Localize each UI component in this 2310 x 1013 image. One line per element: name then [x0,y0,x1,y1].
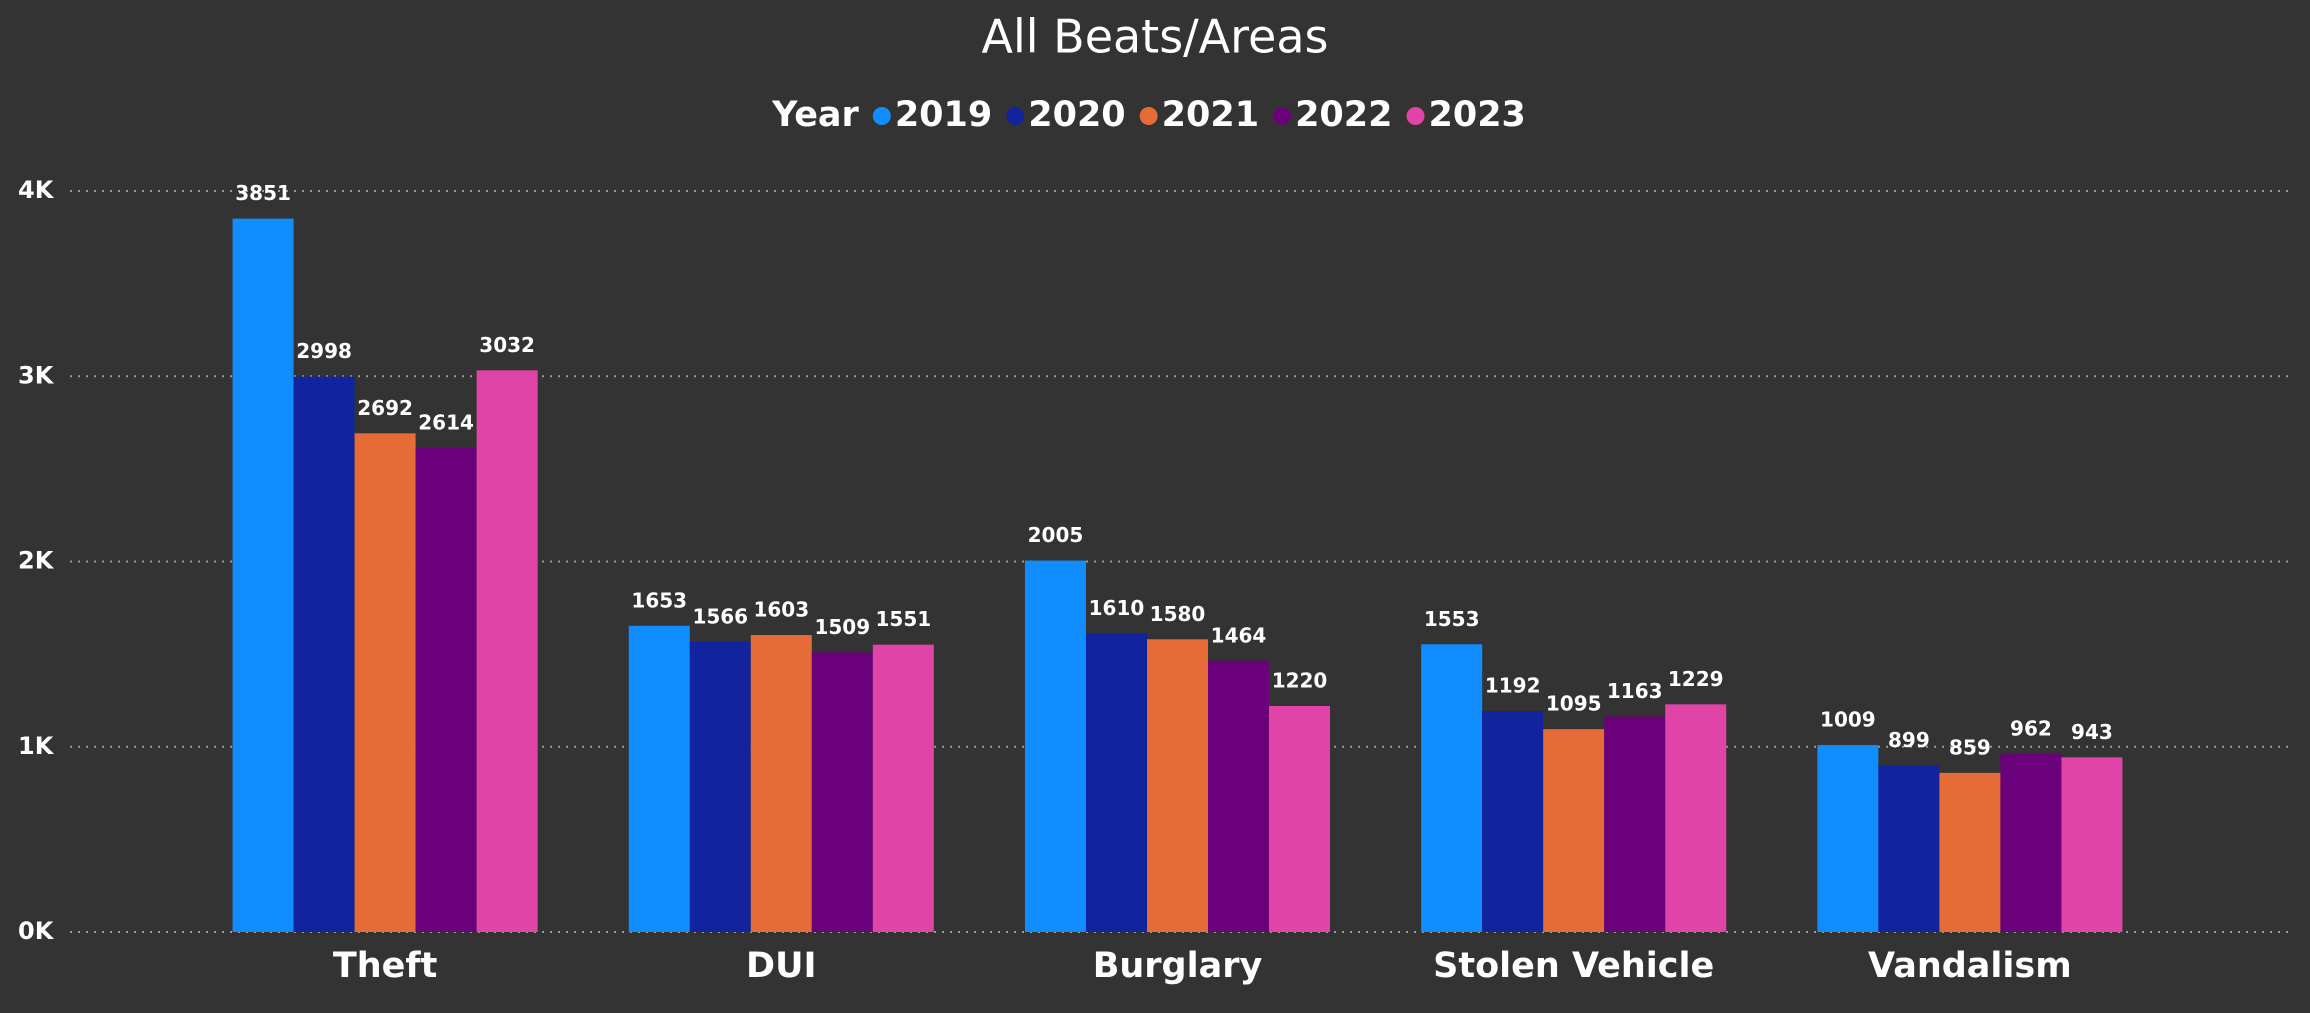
x-tick-label: Stolen Vehicle [1433,946,1714,986]
bar [1208,660,1270,932]
bar [2000,753,2062,932]
data-label: 962 [2010,716,2052,740]
bar [1421,644,1483,932]
bar [1024,560,1086,932]
legend-label: 2019 [895,95,992,135]
bar [1269,705,1331,932]
data-label: 1009 [1820,708,1876,732]
bar [354,433,416,932]
data-label: 1603 [753,598,809,622]
bar [1878,765,1940,932]
data-label: 1509 [814,615,870,639]
bar [750,635,812,932]
y-tick-label: 4K [18,176,55,204]
bar [2061,757,2123,932]
y-tick-label: 3K [18,361,55,389]
bar [293,376,355,933]
data-label: 1553 [1424,607,1480,631]
data-label: 1220 [1272,668,1328,692]
data-label: 1566 [692,604,748,628]
bar [1604,716,1666,932]
legend-label: 2023 [1429,95,1526,135]
legend-marker [872,107,891,125]
data-label: 2614 [418,410,474,434]
legend-marker [1406,107,1425,125]
legend-marker [1273,107,1292,125]
data-label: 1095 [1546,692,1602,716]
bar [1146,639,1209,932]
bar [1085,633,1147,932]
legend-marker [1006,107,1025,125]
y-tick-label: 1K [18,732,55,760]
data-label: 1229 [1668,667,1724,691]
data-label: 2998 [296,339,352,363]
data-label: 943 [2071,720,2113,744]
bar [415,447,477,932]
data-label: 2005 [1028,523,1084,547]
x-tick-label: DUI [746,946,817,986]
data-label: 1551 [875,607,931,631]
bar [1543,729,1605,932]
legend-label: 2020 [1028,95,1125,135]
data-label: 1464 [1211,623,1267,647]
x-tick-label: Theft [333,946,438,986]
x-tick-label: Vandalism [1868,946,2072,986]
chart-title: All Beats/Areas [981,10,1328,64]
data-label: 859 [1949,735,1991,759]
x-tick-label: Burglary [1093,946,1263,986]
bar [1482,711,1544,932]
legend-label: 2022 [1295,95,1392,135]
data-label: 899 [1888,728,1930,752]
bar [232,218,294,933]
y-tick-label: 2K [18,547,55,575]
data-label: 1610 [1089,596,1145,620]
bar [1939,772,2001,932]
data-label: 3851 [235,181,291,205]
legend-title: Year [771,95,859,135]
bar [689,641,751,932]
data-label: 3032 [479,333,535,357]
bar [628,625,690,932]
data-label: 1192 [1485,674,1541,698]
bar [476,370,538,932]
legend-label: 2021 [1162,95,1259,135]
bar [811,652,873,932]
bar [872,644,934,932]
data-label: 1580 [1150,602,1206,626]
data-label: 1653 [631,588,687,612]
bar [1817,745,1879,932]
bar [1665,704,1727,932]
legend-marker [1139,107,1158,125]
data-label: 1163 [1607,679,1663,703]
y-tick-label: 0K [18,917,55,945]
data-label: 2692 [357,396,413,420]
